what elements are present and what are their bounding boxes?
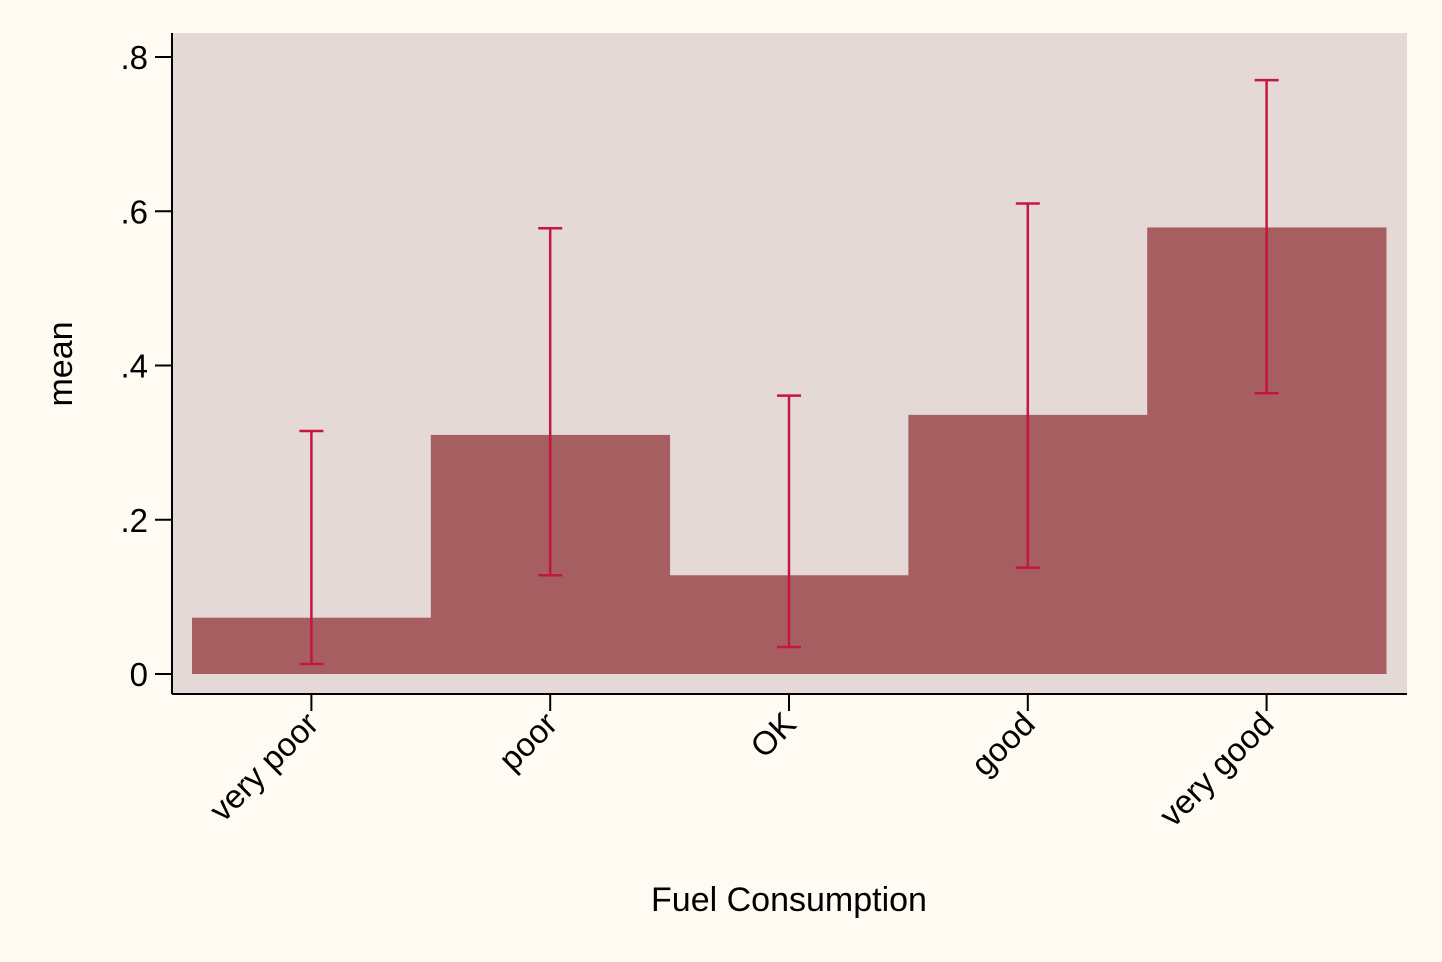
- x-tick-label: very good: [1152, 705, 1281, 834]
- error-bar: [299, 429, 324, 666]
- y-tick-label: .4: [120, 348, 148, 385]
- error-bar: [777, 394, 801, 649]
- x-tick-label: very poor: [202, 705, 325, 828]
- y-tick-label: .8: [120, 39, 148, 76]
- y-axis-title: mean: [42, 321, 80, 406]
- x-axis-title: Fuel Consumption: [651, 881, 927, 919]
- y-tick-label: .6: [120, 193, 148, 230]
- error-bar: [1254, 78, 1279, 395]
- error-bar: [538, 226, 563, 577]
- y-tick-label: .2: [120, 502, 148, 539]
- x-tick-label: OK: [743, 705, 803, 765]
- x-tick-label: good: [964, 705, 1042, 783]
- error-bar: [1015, 202, 1040, 569]
- y-tick-label: 0: [130, 656, 148, 693]
- x-tick-label: poor: [491, 705, 564, 778]
- error-bars-group: [299, 78, 1279, 666]
